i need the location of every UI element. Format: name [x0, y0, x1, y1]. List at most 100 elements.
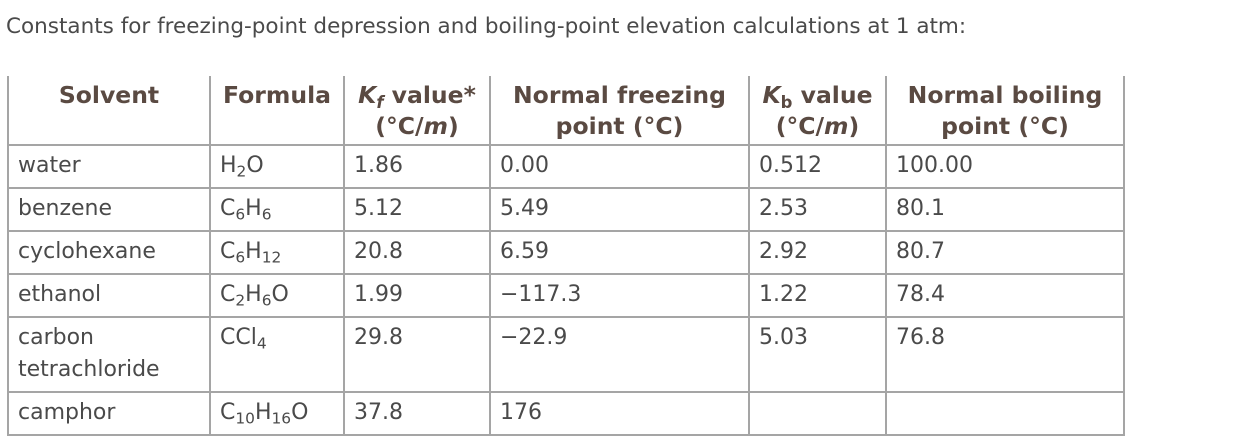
text-part: f — [376, 92, 384, 112]
text-part: 16 — [271, 409, 292, 428]
text-part: O — [271, 282, 289, 307]
column-header: Normal freezing point (°C) — [489, 76, 750, 146]
table-row: ethanol C2H6O 1.99 −117.3 1.22 78.4 — [7, 273, 1125, 318]
table-cell: 1.86 — [343, 144, 491, 189]
text-part: 2 — [235, 291, 246, 310]
table-cell: −117.3 — [489, 273, 750, 318]
table-cell: cyclohexane — [7, 230, 211, 275]
table-row: camphor C10H16O 37.8 176 — [7, 391, 1125, 436]
table-cell: 2.53 — [748, 187, 887, 232]
table-row: benzene C6H6 5.12 5.49 2.53 80.1 — [7, 187, 1125, 232]
table-cell: C6H6 — [209, 187, 345, 232]
text-part: K — [762, 81, 781, 109]
text-part: ) — [848, 112, 860, 140]
text-part: Normal freezing — [513, 81, 726, 109]
text-part: H — [245, 282, 262, 307]
table-cell: CCl4 — [209, 316, 345, 393]
table-cell: 20.8 — [343, 230, 491, 275]
title: Constants for freezing-point depression … — [6, 14, 967, 39]
text-part: O — [246, 153, 264, 178]
table-cell: 176 — [489, 391, 750, 436]
header-line: (°C/m) — [750, 111, 885, 142]
text-part: point (°C) — [555, 112, 684, 140]
constants-table: Solvent Formula Kf value* (°C/m) Normal free… — [7, 76, 1125, 436]
header-line: Kb value — [750, 80, 885, 111]
table-cell: 100.00 — [885, 144, 1125, 189]
table-cell: 2.92 — [748, 230, 887, 275]
table-cell: 80.7 — [885, 230, 1125, 275]
text-part: (°C/ — [375, 112, 424, 140]
column-header: Kb value (°C/m) — [748, 76, 887, 146]
table-cell: 78.4 — [885, 273, 1125, 318]
header-row: Solvent Formula Kf value* (°C/m) Normal free… — [7, 76, 1125, 146]
header-line: point (°C) — [887, 111, 1123, 142]
table-row: carbon tetrachloride CCl4 29.8 −22.9 5.03 76.… — [7, 316, 1125, 393]
table-cell: 5.03 — [748, 316, 887, 393]
table-cell: 80.1 — [885, 187, 1125, 232]
header-line: point (°C) — [491, 111, 748, 142]
column-header: Formula — [209, 76, 345, 146]
text-part: 10 — [235, 409, 255, 428]
text-part: m — [423, 112, 449, 140]
table-cell: 0.512 — [748, 144, 887, 189]
table-cell — [748, 391, 887, 436]
text-part: H — [220, 153, 237, 178]
header-line: Formula — [211, 80, 343, 111]
header-line: Normal boiling — [887, 80, 1123, 111]
table-row: water H2O 1.86 0.00 0.512 100.00 — [7, 144, 1125, 189]
text-part: K — [358, 81, 377, 109]
table-cell: benzene — [7, 187, 211, 232]
table-cell: C6H12 — [209, 230, 345, 275]
table-cell: C10H16O — [209, 391, 345, 436]
table-cell: 76.8 — [885, 316, 1125, 393]
table-cell: 5.49 — [489, 187, 750, 232]
table-cell: camphor — [7, 391, 211, 436]
table-cell: C2H6O — [209, 273, 345, 318]
table-cell: 29.8 — [343, 316, 491, 393]
column-header: Kf value* (°C/m) — [343, 76, 491, 146]
header-line: (°C/m) — [345, 111, 489, 142]
text-part: 4 — [256, 334, 267, 353]
text-part: C — [220, 196, 236, 221]
header-line: Kf value* — [345, 80, 489, 111]
table-cell: water — [7, 144, 211, 189]
table-cell: carbon tetrachloride — [7, 316, 211, 393]
text-part: H — [254, 400, 272, 425]
table-cell: 1.22 — [748, 273, 887, 318]
table-cell: H2O — [209, 144, 345, 189]
text-part: value* — [383, 81, 476, 109]
column-header: Normal boiling point (°C) — [885, 76, 1125, 146]
text-part: (°C/ — [775, 112, 825, 140]
header-line: Solvent — [9, 80, 209, 111]
text-part: CCl — [220, 325, 257, 350]
table-cell: 0.00 — [489, 144, 750, 189]
text-part: H — [245, 239, 262, 264]
text-part: C — [220, 400, 236, 425]
table-cell: 1.99 — [343, 273, 491, 318]
text-part: m — [824, 112, 849, 140]
text-part: Solvent — [58, 81, 160, 109]
text-part: O — [291, 400, 309, 425]
text-part: 6 — [261, 205, 272, 224]
text-part: 6 — [235, 205, 246, 224]
text-part: 2 — [236, 162, 247, 181]
table-cell: 5.12 — [343, 187, 491, 232]
text-part: 6 — [235, 248, 246, 267]
text-part: H — [245, 196, 262, 221]
table-cell: 6.59 — [489, 230, 750, 275]
table-cell — [885, 391, 1125, 436]
text-part: point (°C) — [941, 112, 1069, 140]
text-part: value — [792, 81, 873, 109]
table-body: water H2O 1.86 0.00 0.512 100.00 benzene C6H6 5.… — [7, 144, 1125, 436]
text-part: C — [220, 239, 236, 264]
text-part: b — [780, 92, 793, 112]
text-part: C — [220, 282, 236, 307]
header-line: Normal freezing — [491, 80, 748, 111]
table-cell: −22.9 — [489, 316, 750, 393]
column-header: Solvent — [7, 76, 211, 146]
text-part: Normal boiling — [907, 81, 1103, 109]
table-cell: ethanol — [7, 273, 211, 318]
text-part: 12 — [261, 248, 282, 267]
table-cell: 37.8 — [343, 391, 491, 436]
